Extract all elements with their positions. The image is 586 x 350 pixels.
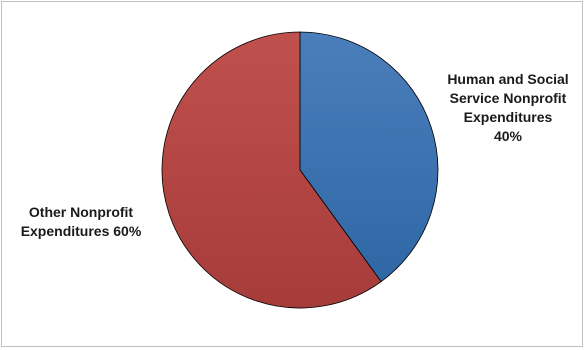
pie-slice-1 <box>161 31 382 309</box>
pie-labels: Human and Social Service Nonprofit Expendi… <box>21 71 569 239</box>
slice-label-line: Expenditures <box>464 109 553 125</box>
slice-label-0: Human and Social Service Nonprofit Expendi… <box>447 71 568 144</box>
slice-label-line: Human and Social <box>447 71 568 87</box>
pie-slices <box>161 31 439 309</box>
slice-label-line: Expenditures 60% <box>21 223 142 239</box>
slice-label-line: Service Nonprofit <box>450 90 567 106</box>
slice-label-line: 40% <box>494 128 523 144</box>
slice-label-1: Other Nonprofit Expenditures 60% <box>21 204 142 239</box>
slice-label-line: Other Nonprofit <box>29 204 134 220</box>
pie-slice-0 <box>299 31 439 283</box>
